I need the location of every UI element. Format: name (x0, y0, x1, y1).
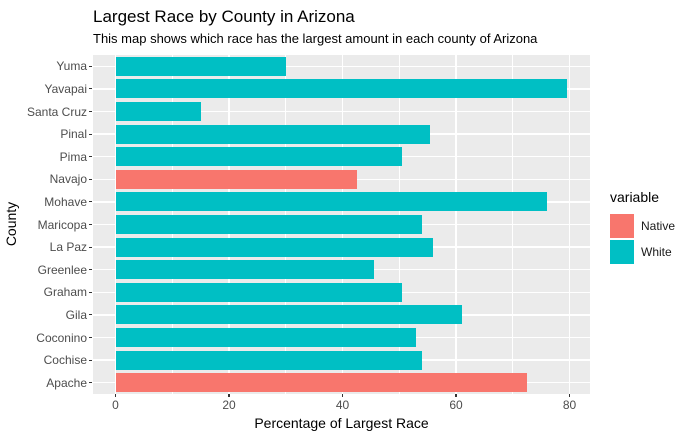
y-axis-label-yavapai: Yavapai (44, 81, 87, 96)
y-axis-label-yuma: Yuma (56, 59, 87, 74)
bar-yuma (115, 56, 286, 76)
y-axis-label-navajo: Navajo (49, 172, 87, 187)
y-axis-label-apache: Apache (46, 375, 87, 390)
x-axis-label-40: 40 (335, 398, 350, 412)
bar-la-paz (115, 237, 434, 257)
y-axis-label-la-paz: La Paz (49, 240, 87, 255)
y-tick-mark (89, 359, 93, 361)
y-tick-mark (89, 156, 93, 158)
y-tick-mark (89, 110, 93, 113)
y-axis-label-coconino: Coconino (36, 330, 87, 345)
y-tick-mark (89, 88, 93, 90)
legend-key-native-swatch (610, 214, 634, 238)
y-axis-label-greenlee: Greenlee (37, 262, 87, 277)
x-tick-mark (455, 394, 457, 398)
x-axis-label-20: 20 (222, 398, 236, 412)
bar-pima (115, 147, 403, 167)
y-tick-mark (89, 246, 93, 248)
y-axis-label-maricopa: Maricopa (37, 217, 87, 232)
bar-santa-cruz (115, 102, 201, 121)
legend-items: Native White (610, 214, 675, 264)
x-axis-label-80: 80 (562, 398, 577, 412)
y-tick-mark (89, 223, 93, 226)
bar-navajo (115, 169, 357, 189)
bar-mohave (115, 192, 547, 212)
y-axis-label-gila: Gila (65, 307, 87, 322)
legend-title: variable (610, 189, 660, 205)
legend-label-white: White (641, 245, 672, 259)
bar-graham (115, 282, 403, 302)
y-axis-label-pima: Pima (59, 149, 87, 164)
y-tick-mark (89, 201, 93, 203)
bar-coconino (115, 328, 417, 347)
bar-greenlee (115, 260, 374, 280)
legend-key-white-swatch (610, 240, 634, 264)
major-gridline-y-santa-cruz (93, 110, 590, 113)
x-axis-title: Percentage of Largest Race (254, 415, 429, 431)
legend-item-native: Native (610, 214, 675, 238)
x-tick-mark (114, 394, 117, 398)
bar-apache (115, 373, 527, 393)
y-axis-label-graham: Graham (43, 285, 87, 300)
y-tick-mark (89, 178, 93, 180)
chart-subtitle: This map shows which race has the larges… (93, 31, 538, 46)
y-tick-mark (89, 65, 93, 67)
y-tick-mark (89, 314, 93, 316)
bar-gila (115, 305, 462, 325)
chart-title: Largest Race by County in Arizona (93, 7, 355, 26)
y-axis-label-santa-cruz: Santa Cruz (26, 104, 87, 119)
legend: variable Native White (610, 189, 675, 266)
y-tick-mark (89, 382, 93, 384)
x-tick-mark (568, 394, 571, 398)
y-tick-mark (89, 133, 93, 135)
y-axis-label-cochise: Cochise (43, 353, 87, 368)
legend-item-white: White (610, 240, 675, 264)
bar-maricopa (115, 215, 422, 234)
bar-cochise (115, 350, 422, 370)
y-axis-label-pinal: Pinal (60, 127, 87, 142)
x-axis-label-0: 0 (112, 398, 119, 412)
y-tick-mark (89, 336, 93, 339)
bar-pinal (115, 124, 431, 144)
y-tick-mark (89, 269, 93, 271)
x-tick-mark (341, 394, 344, 398)
y-tick-mark (89, 291, 93, 293)
x-axis-label-60: 60 (449, 398, 463, 412)
major-gridline-y-yuma (93, 65, 590, 67)
y-axis-label-mohave: Mohave (44, 194, 87, 209)
bar-yavapai (115, 79, 567, 99)
x-tick-mark (228, 394, 230, 398)
legend-label-native: Native (641, 219, 676, 233)
plot-panel (93, 55, 590, 394)
